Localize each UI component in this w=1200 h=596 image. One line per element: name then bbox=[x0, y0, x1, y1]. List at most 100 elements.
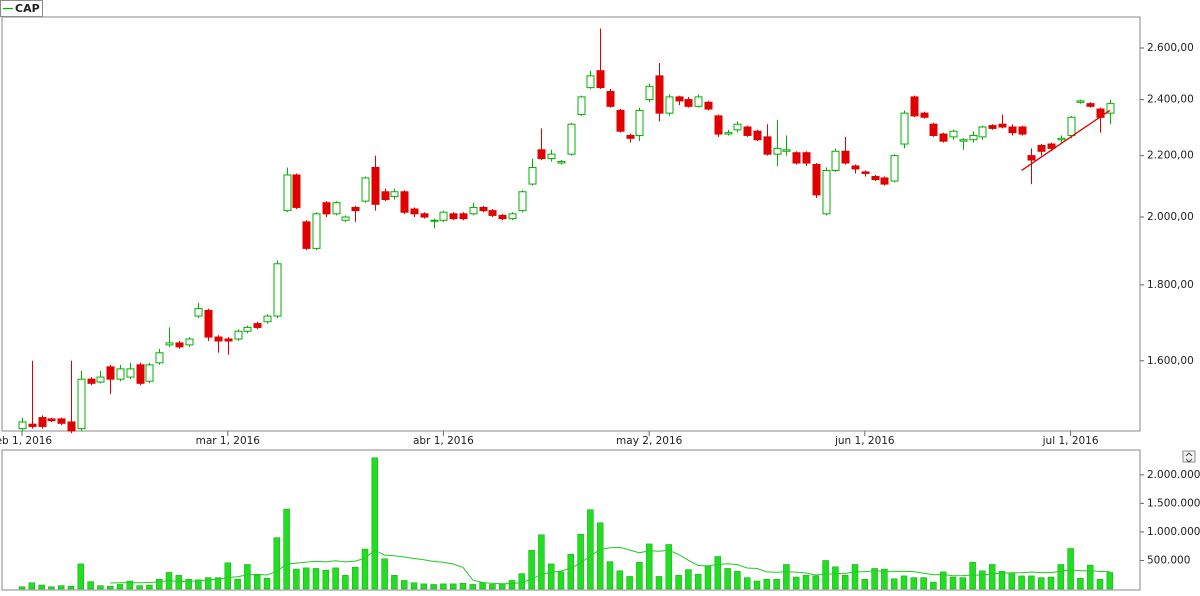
y-tick-label: 2.000.000 bbox=[1147, 469, 1200, 481]
candle-body bbox=[312, 213, 321, 249]
candle-body bbox=[410, 208, 419, 215]
candle-body bbox=[557, 161, 566, 164]
candle-body bbox=[1018, 126, 1027, 135]
candle-body bbox=[283, 174, 292, 212]
volume-bar bbox=[547, 563, 555, 590]
candle-body bbox=[322, 202, 331, 215]
candle-body bbox=[871, 175, 880, 180]
candle-body bbox=[175, 342, 184, 348]
volume-bar bbox=[881, 568, 888, 590]
volume-bar bbox=[861, 579, 869, 590]
candle-body bbox=[753, 130, 762, 141]
candle-body bbox=[1076, 100, 1085, 103]
volume-bar bbox=[577, 533, 584, 590]
candle-body bbox=[292, 174, 301, 208]
candle-body bbox=[861, 171, 870, 174]
volume-bar bbox=[998, 571, 1006, 590]
volume-bar bbox=[802, 575, 810, 590]
candle-body bbox=[733, 123, 742, 131]
candle-body bbox=[988, 125, 997, 129]
candle-body bbox=[626, 134, 635, 139]
y-tick-label: 2.600,00 bbox=[1147, 42, 1194, 54]
volume-bar bbox=[342, 575, 349, 590]
candle-body bbox=[253, 323, 262, 328]
x-tick-label: mar 1, 2016 bbox=[196, 435, 261, 447]
volume-bar bbox=[302, 567, 310, 590]
volume-bar bbox=[636, 561, 643, 590]
x-tick-label: jun 1, 2016 bbox=[834, 435, 895, 447]
volume-bar bbox=[410, 582, 418, 590]
candle-body bbox=[1106, 103, 1115, 114]
candle-body bbox=[655, 75, 664, 114]
candle-body bbox=[508, 213, 517, 220]
candle-body bbox=[351, 206, 360, 212]
candle-body bbox=[792, 152, 801, 164]
trendline bbox=[1021, 109, 1111, 171]
volume-bar bbox=[400, 580, 408, 590]
candle-body bbox=[204, 309, 213, 338]
candle-body bbox=[332, 202, 341, 215]
candle-body bbox=[773, 147, 782, 155]
candle-body bbox=[126, 368, 135, 378]
volume-bar bbox=[498, 584, 506, 590]
volume-bar bbox=[420, 583, 428, 590]
volume-bar bbox=[87, 581, 94, 590]
volume-bar bbox=[97, 585, 104, 590]
candle-body bbox=[106, 366, 115, 380]
volume-bar bbox=[185, 579, 192, 590]
volume-bar bbox=[616, 570, 624, 590]
candle-body bbox=[116, 368, 125, 380]
volume-bar bbox=[224, 562, 232, 590]
volume-bar bbox=[263, 577, 271, 590]
panel-button-icon bbox=[1185, 452, 1193, 463]
candle-body bbox=[449, 213, 458, 220]
candle-body bbox=[185, 338, 194, 346]
volume-bar bbox=[812, 575, 820, 590]
candle-body bbox=[479, 206, 488, 212]
volume-bar bbox=[959, 577, 967, 590]
candle-body bbox=[880, 177, 889, 185]
volume-bar bbox=[48, 586, 55, 590]
volume-bar bbox=[38, 584, 45, 590]
candle-body bbox=[234, 330, 243, 340]
volume-bar bbox=[557, 571, 565, 590]
candle-body bbox=[273, 263, 282, 317]
candle-body bbox=[577, 96, 586, 116]
volume-bar bbox=[792, 576, 800, 590]
candle-body bbox=[361, 177, 370, 202]
candle-body bbox=[67, 421, 76, 432]
volume-bar bbox=[1008, 573, 1016, 590]
volume-bar bbox=[332, 567, 339, 590]
volume-bar bbox=[195, 579, 202, 590]
volume-bar bbox=[1106, 572, 1114, 590]
candle-body bbox=[900, 112, 909, 145]
volume-bar bbox=[126, 580, 134, 590]
volume-bar bbox=[371, 457, 379, 590]
volume-bar bbox=[988, 564, 996, 590]
x-tick-label: feb 1, 2016 bbox=[0, 435, 52, 447]
volume-bar bbox=[351, 567, 359, 590]
volume-bar bbox=[106, 585, 114, 590]
volume-bar bbox=[900, 575, 908, 590]
volume-bar bbox=[528, 549, 535, 590]
volume-bar bbox=[214, 577, 222, 590]
volume-bar bbox=[1018, 575, 1025, 590]
volume-bar bbox=[1086, 564, 1094, 590]
candle-body bbox=[635, 109, 644, 136]
candle-body bbox=[822, 169, 831, 215]
volume-bar bbox=[538, 534, 545, 590]
price-panel bbox=[1, 16, 1141, 432]
candle-body bbox=[400, 191, 409, 213]
candle-body bbox=[665, 96, 674, 114]
candle-body bbox=[165, 342, 174, 346]
candle-body bbox=[959, 139, 968, 142]
volume-bar bbox=[851, 564, 859, 590]
volume-bar bbox=[67, 585, 75, 590]
candle-body bbox=[194, 308, 203, 317]
candle-body bbox=[371, 166, 380, 205]
volume-bar bbox=[234, 579, 241, 590]
candle-body bbox=[763, 136, 772, 155]
volume-bar bbox=[1077, 577, 1084, 590]
volume-bar bbox=[273, 537, 281, 590]
candle-body bbox=[547, 153, 556, 160]
